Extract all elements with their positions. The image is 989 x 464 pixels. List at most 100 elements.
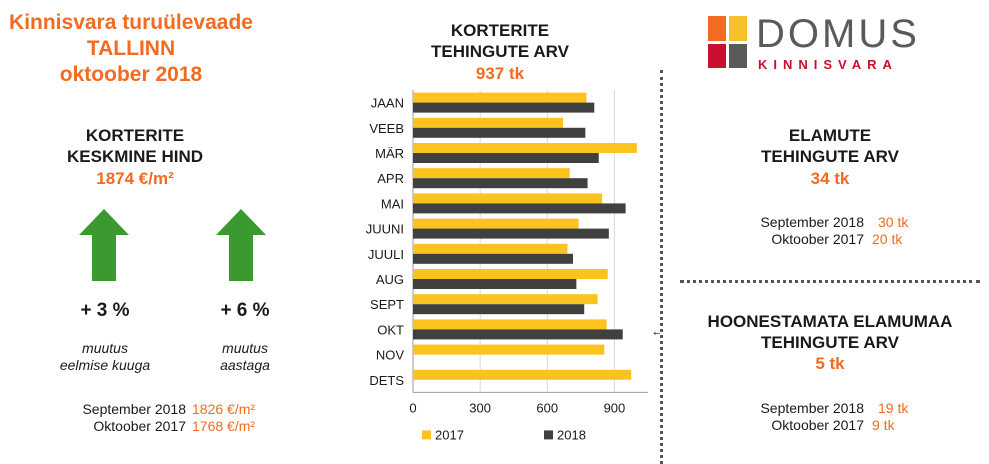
title-line-2: TALLINN [86, 37, 176, 60]
note-month-line-1: muutus [82, 340, 128, 356]
legend-label: 2018 [557, 427, 586, 442]
category-label: VEEB [369, 121, 404, 136]
change-month-note: muutus eelmise kuuga [35, 340, 175, 374]
annotation-arrow: ← [651, 323, 660, 338]
bar-2018 [413, 279, 577, 289]
bar-2018 [413, 127, 586, 138]
change-year-value: + 6 % [220, 300, 270, 321]
price-comparison: September 2018 1826 €/m² Oktoober 2017 176… [40, 401, 255, 435]
category-label: OKT [377, 322, 404, 337]
houses-title-line-1: ELAMUTE [788, 126, 872, 145]
land-value: 5 tk [815, 354, 845, 373]
comparison-label: September 2018 [760, 400, 864, 416]
comparison-value: 20 tk [872, 231, 903, 247]
category-label: AUG [376, 272, 404, 287]
comparison-row: Oktoober 2017 20 tk [718, 231, 908, 248]
report-title: Kinnisvara turuülevaade TALLINN oktoober… [0, 10, 262, 88]
houses-comparison: September 2018 30 tk Oktoober 2017 20 tk [718, 214, 908, 248]
bar-2017 [413, 319, 607, 330]
land-title-line-2: TEHINGUTE ARV [761, 333, 899, 352]
comparison-row: Oktoober 2017 9 tk [718, 417, 908, 434]
bar-2018 [413, 153, 599, 163]
note-year-line-1: muutus [222, 340, 268, 356]
bar-2017 [413, 369, 632, 380]
apartments-title-line-1: KORTERITE [450, 21, 550, 40]
price-title-line-1: KORTERITE [85, 126, 185, 145]
bar-2018 [413, 203, 626, 214]
title-line-1: Kinnisvara turuülevaade [9, 11, 253, 34]
bar-2017 [413, 193, 603, 204]
comparison-label: Oktoober 2017 [93, 418, 186, 434]
category-label: MAI [381, 196, 404, 211]
bar-2017 [413, 294, 598, 305]
legend-swatch [422, 430, 431, 440]
comparison-value: 1826 €/m² [192, 401, 256, 417]
domus-logo: DOMUS KINNISVARA [700, 10, 980, 72]
bar-2018 [413, 102, 595, 113]
comparison-value: 1768 €/m² [192, 418, 256, 434]
price-title-line-2: KESKMINE HIND [66, 147, 203, 166]
comparison-value: 30 tk [878, 214, 909, 230]
category-label: JUUNI [366, 222, 404, 237]
price-value: 1874 €/m² [96, 169, 174, 188]
logo-word: DOMUS [756, 12, 920, 56]
arrow-up-icon [79, 209, 129, 281]
bar-2017 [413, 269, 608, 279]
price-title: KORTERITE KESKMINE HIND [10, 125, 260, 167]
logo-mark-icon [708, 16, 747, 68]
comparison-row: Oktoober 2017 1768 €/m² [40, 418, 255, 435]
divider-vertical [660, 70, 663, 464]
category-label: JUULI [368, 247, 404, 262]
bar-2017 [413, 344, 605, 355]
comparison-value: 9 tk [872, 417, 895, 433]
legend-label: 2017 [435, 427, 464, 442]
comparison-label: September 2018 [82, 401, 186, 417]
change-year-note: muutus aastaga [175, 340, 315, 374]
x-tick-label: 0 [409, 400, 416, 415]
land-comparison: September 2018 19 tk Oktoober 2017 9 tk [718, 400, 908, 434]
category-label: DETS [369, 373, 404, 388]
comparison-label: Oktoober 2017 [771, 231, 864, 247]
bar-2017 [413, 92, 587, 103]
title-line-3: oktoober 2018 [59, 63, 203, 86]
note-year-line-2: aastaga [220, 357, 270, 373]
houses-title: ELAMUTE TEHINGUTE ARV [700, 125, 960, 167]
note-month-line-2: eelmise kuuga [59, 357, 151, 373]
category-label: JAAN [371, 96, 404, 111]
category-label: APR [377, 171, 404, 186]
apartment-transactions-chart: 0 300 600 900 JAAN VEEB MÄR APR MAI JUUNI JUULI AUG… [366, 90, 660, 442]
x-tick-label: 900 [604, 400, 626, 415]
category-label: MÄR [375, 146, 404, 161]
bar-2018 [413, 304, 585, 315]
houses-value: 34 tk [810, 169, 850, 188]
arrow-up-icon [216, 209, 266, 281]
comparison-value: 19 tk [878, 400, 909, 416]
apartments-title-line-2: TEHINGUTE ARV [431, 42, 569, 61]
bar-2017 [413, 218, 579, 229]
logo-subtitle: KINNISVARA [758, 57, 898, 72]
x-tick-label: 600 [536, 400, 558, 415]
comparison-label: Oktoober 2017 [771, 417, 864, 433]
bar-2018 [413, 253, 574, 264]
category-label: NOV [376, 348, 405, 363]
houses-title-line-2: TEHINGUTE ARV [761, 147, 899, 166]
bar-2018 [413, 178, 588, 189]
divider-horizontal [680, 280, 980, 283]
category-label: SEPT [370, 297, 404, 312]
apartments-value: 937 tk [475, 64, 525, 83]
bar-2017 [413, 117, 563, 128]
comparison-row: September 2018 19 tk [718, 400, 908, 417]
bar-2017 [413, 243, 568, 254]
apartments-title: KORTERITE TEHINGUTE ARV [420, 20, 580, 62]
bar-2018 [413, 329, 623, 340]
land-title-line-1: HOONESTAMATA ELAMUMAA [707, 312, 953, 331]
comparison-label: September 2018 [760, 214, 864, 230]
bar-2017 [413, 143, 637, 153]
change-month-value: + 3 % [80, 300, 130, 321]
comparison-row: September 2018 30 tk [718, 214, 908, 231]
bar-2018 [413, 228, 609, 239]
land-title: HOONESTAMATA ELAMUMAA TEHINGUTE ARV [680, 311, 980, 353]
bar-2017 [413, 168, 570, 179]
x-tick-label: 300 [469, 400, 491, 415]
legend-swatch [544, 430, 553, 440]
